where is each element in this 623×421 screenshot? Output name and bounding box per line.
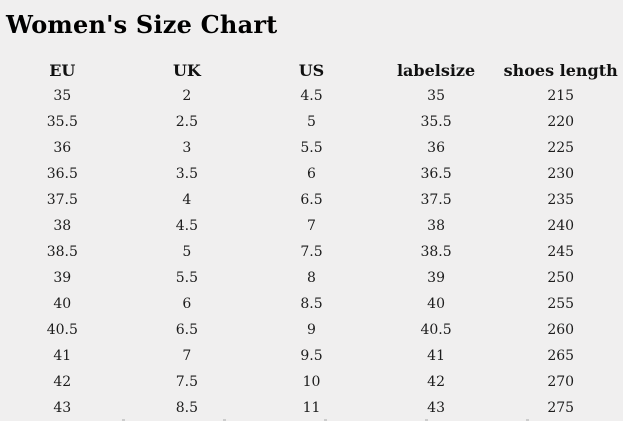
table-cell: 3.5 xyxy=(175,166,199,182)
size-chart-table: EU UK US labelsize shoes length 35 2 4.5 35 215 3… xyxy=(0,57,623,421)
table-cell: 6.5 xyxy=(175,322,199,338)
table-row: 35 2 4.5 35 215 xyxy=(0,83,623,109)
table-row: 42 7.5 10 42 270 xyxy=(0,369,623,395)
table-cell: 10 xyxy=(302,374,321,390)
table-cell: 38 xyxy=(53,218,72,234)
table-cell: 40.5 xyxy=(420,322,452,338)
table-cell: 220 xyxy=(547,114,575,130)
table-cell: 255 xyxy=(547,296,575,312)
table-row: 43 8.5 11 43 275 xyxy=(0,395,623,421)
faint-column-divider xyxy=(122,419,125,421)
page-title: Women's Size Chart xyxy=(6,10,278,39)
table-cell: 5.5 xyxy=(175,270,199,286)
table-cell: 235 xyxy=(547,192,575,208)
table-cell: 8.5 xyxy=(300,296,323,312)
table-row: 40 6 8.5 40 255 xyxy=(0,291,623,317)
table-cell: 260 xyxy=(547,322,575,338)
table-cell: 7.5 xyxy=(175,374,199,390)
table-cell: 42 xyxy=(427,374,445,390)
table-row: 39 5.5 8 39 250 xyxy=(0,265,623,291)
table-cell: 2 xyxy=(182,88,192,104)
table-cell: 2.5 xyxy=(175,114,199,130)
table-cell: 36.5 xyxy=(420,166,452,182)
table-cell: 38.5 xyxy=(420,244,452,260)
table-cell: 230 xyxy=(547,166,575,182)
table-cell: 37.5 xyxy=(46,192,78,208)
table-cell: 4.5 xyxy=(300,88,323,104)
table-cell: 4 xyxy=(182,192,192,208)
table-cell: 4.5 xyxy=(175,218,199,234)
column-header-shoes-length: shoes length xyxy=(503,60,618,80)
table-cell: 39 xyxy=(53,270,72,286)
table-cell: 5 xyxy=(307,114,316,130)
table-cell: 37.5 xyxy=(420,192,452,208)
table-header-row: EU UK US labelsize shoes length xyxy=(0,57,623,83)
table-row: 37.5 4 6.5 37.5 235 xyxy=(0,187,623,213)
table-row: 38 4.5 7 38 240 xyxy=(0,213,623,239)
table-cell: 8.5 xyxy=(175,400,199,416)
table-cell: 8 xyxy=(307,270,316,286)
table-cell: 38.5 xyxy=(46,244,78,260)
table-cell: 7 xyxy=(307,218,316,234)
table-cell: 225 xyxy=(547,140,575,156)
table-cell: 36 xyxy=(427,140,445,156)
table-cell: 41 xyxy=(427,348,445,364)
table-row: 38.5 5 7.5 38.5 245 xyxy=(0,239,623,265)
table-cell: 6 xyxy=(182,296,192,312)
table-cell: 250 xyxy=(547,270,575,286)
column-header-labelsize: labelsize xyxy=(396,60,476,80)
table-cell: 6.5 xyxy=(300,192,323,208)
table-header: EU UK US labelsize shoes length xyxy=(0,57,623,83)
column-header-us: US xyxy=(298,60,325,80)
column-header-uk: UK xyxy=(172,60,201,80)
table-cell: 9.5 xyxy=(300,348,323,364)
table-cell: 40.5 xyxy=(46,322,78,338)
table-row: 36.5 3.5 6 36.5 230 xyxy=(0,161,623,187)
table-cell: 275 xyxy=(547,400,575,416)
faint-column-divider xyxy=(425,419,428,421)
table-cell: 3 xyxy=(182,140,192,156)
faint-column-divider xyxy=(526,419,529,421)
table-cell: 38 xyxy=(427,218,445,234)
table-cell: 41 xyxy=(53,348,72,364)
table-cell: 240 xyxy=(547,218,575,234)
faint-column-divider xyxy=(223,419,226,421)
table-cell: 11 xyxy=(302,400,321,416)
table-body: 35 2 4.5 35 215 35.5 2.5 5 35.5 220 36 3 5.5 36 225 36.… xyxy=(0,83,623,421)
table-cell: 35.5 xyxy=(46,114,78,130)
table-cell: 36.5 xyxy=(46,166,78,182)
table-row: 36 3 5.5 36 225 xyxy=(0,135,623,161)
table-cell: 43 xyxy=(53,400,72,416)
table-cell: 42 xyxy=(53,374,72,390)
table-row: 40.5 6.5 9 40.5 260 xyxy=(0,317,623,343)
table-cell: 7.5 xyxy=(300,244,323,260)
table-cell: 5 xyxy=(182,244,192,260)
table-cell: 40 xyxy=(53,296,72,312)
table-cell: 43 xyxy=(427,400,445,416)
table-cell: 36 xyxy=(53,140,72,156)
table-cell: 35 xyxy=(427,88,445,104)
table-cell: 35 xyxy=(53,88,72,104)
table-cell: 6 xyxy=(307,166,316,182)
table-cell: 265 xyxy=(547,348,575,364)
table-cell: 7 xyxy=(182,348,192,364)
faint-column-divider xyxy=(324,419,327,421)
table-cell: 35.5 xyxy=(420,114,452,130)
table-row: 41 7 9.5 41 265 xyxy=(0,343,623,369)
table-row: 35.5 2.5 5 35.5 220 xyxy=(0,109,623,135)
table-cell: 215 xyxy=(547,88,575,104)
table-cell: 245 xyxy=(547,244,575,260)
table-cell: 9 xyxy=(307,322,316,338)
table-cell: 40 xyxy=(427,296,445,312)
table-cell: 270 xyxy=(547,374,575,390)
table-cell: 39 xyxy=(427,270,445,286)
column-header-eu: EU xyxy=(49,60,76,80)
table-cell: 5.5 xyxy=(300,140,323,156)
